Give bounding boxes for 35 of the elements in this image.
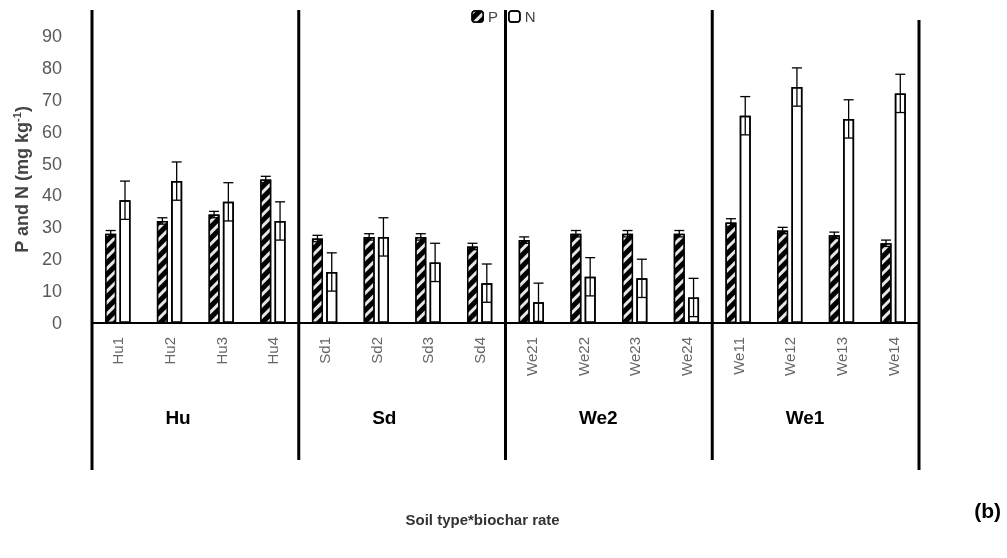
text: Hu bbox=[165, 407, 191, 428]
y-tick-label: 60 bbox=[41, 121, 62, 142]
x-tick-label: Hu3 bbox=[212, 337, 230, 365]
x-tick-label: We14 bbox=[884, 337, 902, 376]
x-tick-label: We13 bbox=[832, 337, 850, 376]
y-tick-label: 0 bbox=[51, 313, 62, 333]
text: (b) bbox=[974, 499, 1002, 522]
x-tick-label: We23 bbox=[626, 337, 644, 376]
legend-label: P bbox=[488, 8, 499, 25]
x-tick-label: We24 bbox=[677, 337, 695, 376]
text: Sd bbox=[372, 407, 397, 428]
y-tick-label: 50 bbox=[41, 153, 62, 174]
y-tick-label: 40 bbox=[41, 185, 62, 206]
x-tick-label: Sd1 bbox=[316, 337, 334, 364]
x-tick-label: We11 bbox=[729, 337, 747, 375]
x-tick-label: Hu4 bbox=[264, 337, 282, 365]
y-tick-label: 80 bbox=[41, 57, 62, 78]
legend-label: N bbox=[524, 8, 536, 25]
x-tick-label: Hu1 bbox=[109, 337, 127, 365]
x-tick-label: Sd3 bbox=[419, 337, 437, 364]
y-tick-label: 10 bbox=[41, 281, 62, 302]
x-tick-label: We12 bbox=[781, 337, 799, 376]
y-tick-label: 20 bbox=[41, 249, 62, 270]
x-tick-label: Sd4 bbox=[471, 337, 489, 364]
y-tick-label: 30 bbox=[41, 217, 62, 238]
text: We2 bbox=[578, 407, 618, 428]
text: We1 bbox=[785, 407, 825, 428]
x-tick-label: We22 bbox=[574, 337, 592, 376]
y-tick-label: 70 bbox=[41, 89, 62, 110]
text: Soil type*biochar rate bbox=[405, 511, 560, 528]
y-tick-label: 90 bbox=[41, 26, 62, 46]
y-axis-title: P and N (mg kg-1) bbox=[11, 106, 33, 253]
x-tick-label: We21 bbox=[522, 337, 540, 376]
x-tick-label: Hu2 bbox=[161, 337, 179, 365]
x-tick-label: Sd2 bbox=[367, 337, 385, 364]
